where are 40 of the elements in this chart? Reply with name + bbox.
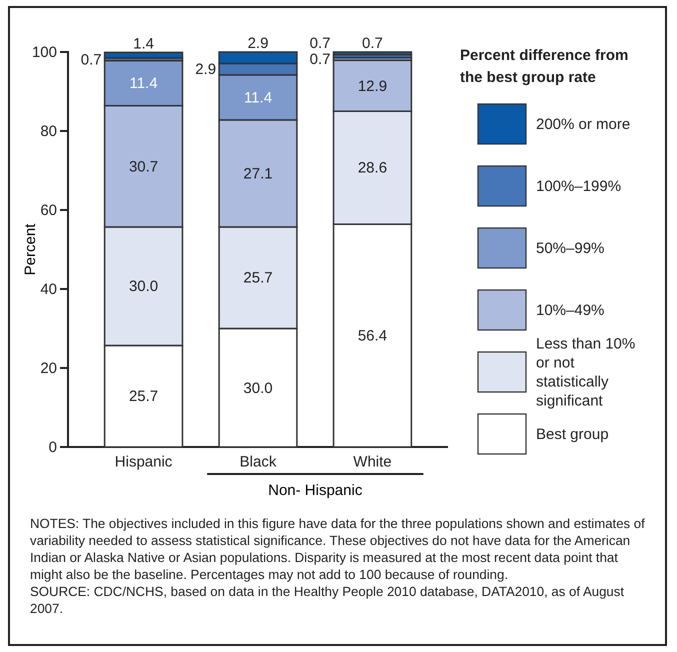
x-tick-label: Hispanic <box>114 454 173 470</box>
data-label: 28.6 <box>358 160 388 177</box>
text: 10%–49% <box>536 302 604 319</box>
y-tick-label: 80 <box>40 122 57 140</box>
bar <box>332 51 412 56</box>
y-tick-label: 40 <box>40 280 57 298</box>
data-label: 30.0 <box>128 278 158 296</box>
legend-title: Percent difference from the best group rate <box>460 47 628 86</box>
data-label: 30.7 <box>128 158 158 176</box>
data-label: 27.1 <box>243 165 273 182</box>
bar <box>104 52 184 59</box>
data-label: 2.9 <box>195 61 216 78</box>
y-tick-label: 60 <box>40 202 57 219</box>
data-label: 25.7 <box>243 270 273 287</box>
data-label: 2.9 <box>248 35 268 52</box>
data-label: 25.7 <box>128 388 158 406</box>
text: Best group <box>536 426 609 443</box>
data-label: 0.7 <box>362 35 383 52</box>
data-label: 0.7 <box>310 50 331 68</box>
y-tick-label: 20 <box>40 360 57 377</box>
y-tick-label: 0 <box>48 438 57 456</box>
data-label: 0.7 <box>80 51 102 68</box>
text: 100%–199% <box>536 178 622 195</box>
text: 200% or more <box>536 116 630 133</box>
data-label: 56.4 <box>358 328 388 345</box>
data-label: 12.9 <box>358 78 388 95</box>
y-tick-label: 100 <box>32 44 57 61</box>
data-label: 0.7 <box>310 34 331 52</box>
data-label: 11.4 <box>244 89 272 106</box>
x-tick-label: Black <box>240 454 277 470</box>
data-label: 1.4 <box>133 35 154 52</box>
data-label: 30.0 <box>243 380 273 397</box>
text: Less than 10% or not statistically significant <box>536 336 636 410</box>
text: 50%–99% <box>536 240 604 257</box>
source-note: SOURCE: CDC/NCHS, based on data in the Healthy People 2010 database, DATA2010, as of August 2007. <box>30 583 626 617</box>
x-tick-label: White <box>353 454 392 470</box>
text: Non- Hispanic <box>268 482 363 499</box>
data-label: 11.4 <box>129 75 158 92</box>
text: NOTES: The objectives included in this figure have data for the three populations shown and estimates of variability needed to assess statistical significance. These objectives do not have data for the American Indian or Alaska Native or Asian populations. Disparity is measured at the most recent data point that might also be the baseline. Percentages may not add to 100 because of rounding. <box>30 515 646 583</box>
y-axis-title: Percent <box>22 222 39 276</box>
